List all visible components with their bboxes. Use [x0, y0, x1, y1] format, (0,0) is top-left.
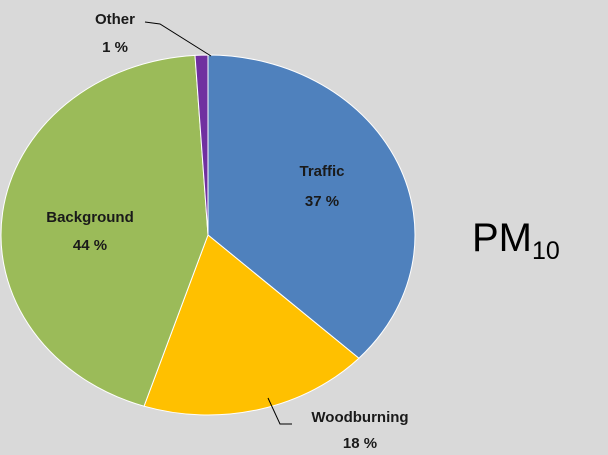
chart-title: PM10: [472, 216, 560, 265]
slice-value-label: 44 %: [73, 237, 107, 254]
slice-label: Traffic: [299, 163, 344, 180]
slice-value-label: 37 %: [305, 193, 339, 210]
pie-slice: [143, 234, 360, 416]
leader-line: [267, 397, 292, 425]
slice-label: Other: [95, 11, 135, 28]
pie-slice: [207, 54, 416, 359]
pie-slice: [194, 54, 209, 236]
leader-line: [144, 21, 212, 57]
slice-value-label: 18 %: [343, 435, 377, 452]
slice-label: Woodburning: [311, 409, 408, 426]
title-subscript: 10: [532, 237, 560, 265]
pie-slice: [0, 54, 209, 407]
slice-value-label: 1 %: [102, 39, 128, 56]
title-text: PM: [472, 216, 532, 260]
slice-label: Background: [46, 209, 134, 226]
